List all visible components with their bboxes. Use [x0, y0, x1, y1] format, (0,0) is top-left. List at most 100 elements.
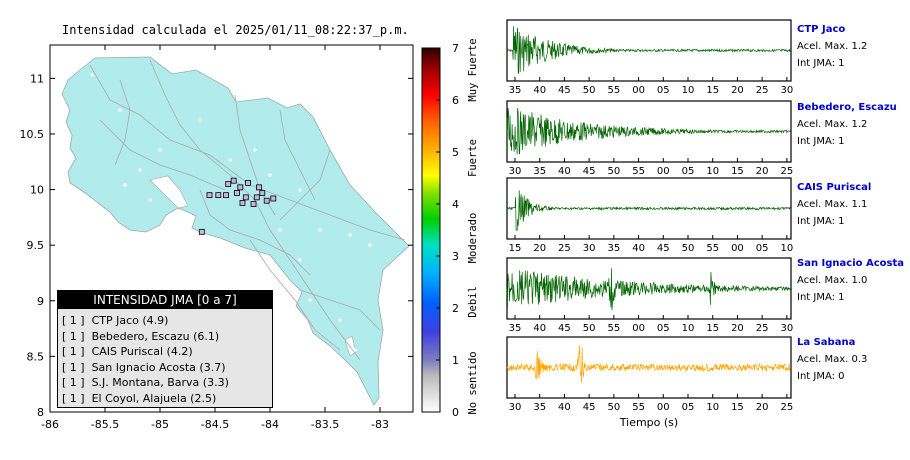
station-info-la-sabana: La Sabana Acel. Max. 0.3 Int JMA: 0	[797, 337, 907, 385]
trace-tick-label: 00	[657, 166, 670, 177]
trace-tick-label: 40	[558, 166, 571, 177]
station-int: Int JMA: 1	[797, 58, 845, 69]
trace-tick-label: 00	[632, 85, 645, 96]
map-title: Intensidad calculada el 2025/01/11_08:22…	[62, 23, 409, 37]
station-info-bebedero: Bebedero, Escazu Acel. Max. 1.2 Int JMA:…	[797, 102, 907, 150]
station-accel: Acel. Max. 0.3	[797, 354, 868, 365]
trace-tick-label: 30	[780, 85, 793, 96]
station-marker	[259, 190, 266, 196]
town-dot	[228, 158, 232, 162]
x-tick-label: -85.5	[91, 418, 119, 431]
road-line	[199, 189, 311, 276]
station-marker	[263, 197, 270, 204]
gulf-nicoya	[149, 175, 189, 209]
trace-tick-label: 45	[583, 402, 596, 413]
colorbar-category-label: Moderado	[467, 213, 479, 264]
town-dot	[268, 173, 272, 177]
trace-tick-label: 35	[509, 323, 522, 334]
station-marker	[242, 194, 249, 201]
trace-tick-label: 05	[657, 85, 670, 96]
trace-tick-label: 15	[509, 243, 522, 254]
trace-tick-label: 25	[780, 402, 793, 413]
x-tick-label: -83	[371, 418, 389, 431]
waveform-trace	[506, 268, 791, 311]
legend-item: [ 1 ] CTP Jaco (4.9)	[62, 314, 169, 327]
road-line	[114, 79, 131, 166]
colorbar-tick-label: 4	[452, 198, 459, 211]
station-marker	[239, 200, 246, 206]
trace-tick-label: 50	[583, 85, 596, 96]
y-tick-label: 11	[30, 72, 44, 85]
colorbar-category-label: Fuerte	[467, 139, 479, 177]
town-dot	[158, 148, 162, 152]
town-dot	[318, 228, 322, 232]
trace-tick-label: 45	[558, 323, 571, 334]
y-tick-label: 8.5	[27, 350, 45, 363]
trace-tick-label: 35	[533, 402, 546, 413]
colorbar-tick-label: 7	[452, 42, 459, 55]
trace-tick-label: 20	[756, 166, 769, 177]
trace-tick-label: 30	[509, 402, 522, 413]
station-marker	[234, 190, 240, 196]
trace-tick-label: 50	[607, 166, 620, 177]
x-tick-label: -84	[261, 418, 279, 431]
map-frame	[49, 44, 414, 413]
colorbar-tick-label: 3	[452, 250, 459, 263]
trace-tick-label: 00	[632, 323, 645, 334]
station-accel: Acel. Max. 1.2	[797, 41, 868, 52]
trace-tick-label: 10	[706, 402, 719, 413]
trace-tick-label: 50	[682, 243, 695, 254]
trace-tick-label: 35	[509, 85, 522, 96]
station-name[interactable]: CAIS Puriscal	[797, 182, 872, 193]
trace-tick-label: 15	[731, 166, 744, 177]
waveform-trace	[506, 190, 791, 232]
legend-item: [ 1 ] S.J. Montana, Barva (3.3)	[62, 376, 229, 389]
town-dot	[253, 148, 257, 152]
station-int: Int JMA: 1	[797, 292, 845, 303]
trace-tick-label: 05	[756, 243, 769, 254]
trace-tick-label: 20	[731, 323, 744, 334]
town-dot	[123, 183, 127, 187]
trace-tick-label: 25	[780, 166, 793, 177]
town-dot	[338, 318, 342, 322]
road-line	[249, 239, 341, 351]
road-line	[89, 64, 406, 241]
station-name[interactable]: San Ignacio Acosta	[797, 258, 905, 269]
station-marker	[225, 181, 232, 187]
trace-tick-label: 40	[632, 243, 645, 254]
trace-tick-label: 45	[657, 243, 670, 254]
intensity-legend: INTENSIDAD JMA [0 a 7] [ 1 ] CTP Jaco (4…	[57, 290, 273, 408]
town-dot	[298, 258, 302, 262]
colorbar-tick-label: 2	[452, 302, 459, 315]
station-name[interactable]: CTP Jaco	[797, 24, 846, 35]
town-dot	[90, 73, 94, 77]
costa-rica-landmass	[61, 56, 410, 406]
town-dot	[348, 233, 352, 237]
station-marker	[250, 201, 257, 207]
station-name[interactable]: La Sabana	[797, 337, 856, 348]
trace-tick-label: 55	[706, 243, 719, 254]
trace-tick-label: 55	[607, 85, 620, 96]
trace-tick-label: 15	[706, 85, 719, 96]
trace-tick-label: 25	[756, 85, 769, 96]
trace-tick-label: 40	[533, 85, 546, 96]
station-name[interactable]: Bebedero, Escazu	[797, 102, 897, 113]
station-int: Int JMA: 1	[797, 216, 845, 227]
trace-tick-label: 35	[607, 243, 620, 254]
station-marker	[230, 177, 237, 184]
trace-tick-label: 25	[558, 243, 571, 254]
station-marker	[245, 180, 251, 186]
station-info-san-ignacio: San Ignacio Acosta Acel. Max. 1.0 Int JM…	[797, 258, 907, 306]
trace-tick-label: 20	[533, 243, 546, 254]
y-tick-label: 10.5	[20, 128, 45, 141]
road-line	[279, 109, 316, 201]
station-accel: Acel. Max. 1.0	[797, 275, 868, 286]
trace-tick-label: 40	[533, 323, 546, 334]
trace-tick-label: 10	[706, 166, 719, 177]
town-dot	[368, 243, 372, 247]
trace-tick-label: 15	[706, 323, 719, 334]
trace-tick-label: 10	[780, 243, 793, 254]
trace-tick-label: 15	[731, 402, 744, 413]
legend-item: [ 1 ] San Ignacio Acosta (3.7)	[62, 360, 226, 374]
